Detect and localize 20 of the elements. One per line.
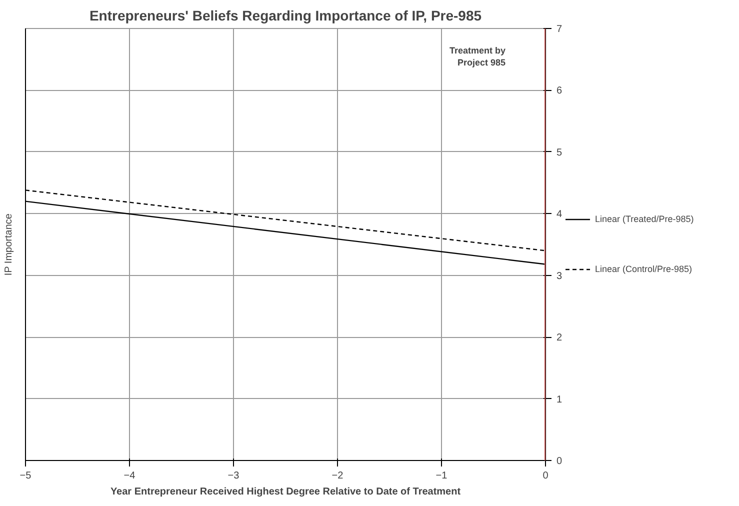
y-tick-label: 5 — [556, 147, 562, 158]
x-tick-label: −5 — [20, 470, 32, 482]
y-tick-label: 7 — [556, 24, 562, 35]
x-tick-label: −3 — [228, 470, 240, 482]
y-tick-label: 3 — [556, 270, 562, 282]
x-axis-title: Year Entrepreneur Received Highest Degree Relative to Date of Treatment — [110, 486, 462, 498]
x-tick-label: −1 — [436, 470, 448, 482]
y-axis-title: IP Importance — [4, 213, 14, 276]
legend-label: Linear (Treated/Pre-985) — [595, 214, 694, 224]
chart-title: Entrepreneurs' Beliefs Regarding Importance of IP, Pre-985 — [89, 8, 482, 24]
y-tick-label: 0 — [556, 456, 562, 467]
x-tick-label: −2 — [332, 470, 344, 482]
y-tick-label: 6 — [556, 86, 562, 97]
y-tick-label: 2 — [556, 332, 562, 344]
y-tick-label: 4 — [556, 209, 562, 220]
annotation: Treatment by Project 985 — [449, 46, 506, 68]
x-tick-label: 0 — [542, 470, 549, 482]
x-tick-label: −4 — [124, 470, 136, 482]
legend-label: Linear (Control/Pre-985) — [595, 264, 692, 274]
y-tick-label: 1 — [556, 394, 562, 406]
